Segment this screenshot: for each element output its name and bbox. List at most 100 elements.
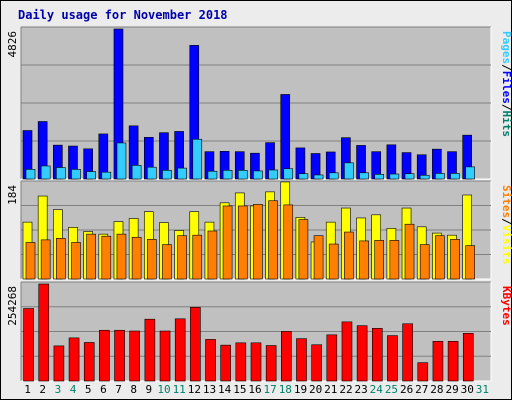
day-label-6: 6 xyxy=(100,383,107,396)
day-label-16: 16 xyxy=(248,383,261,396)
panel-legend-label: Pages/Files/Hits xyxy=(500,31,512,137)
bar-files-day-30 xyxy=(465,166,475,180)
bar-sites-day-7 xyxy=(116,233,127,280)
bar-kbytes-day-19 xyxy=(296,338,307,382)
bar-files-day-1 xyxy=(25,169,36,180)
bar-sites-day-18 xyxy=(283,204,294,280)
y-max-label: 4826 xyxy=(6,31,19,58)
bar-kbytes-day-2 xyxy=(38,283,50,382)
bar-files-day-29 xyxy=(450,173,460,180)
day-label-19: 19 xyxy=(294,383,307,396)
day-label-25: 25 xyxy=(385,383,398,396)
chart-title: Daily usage for November 2018 xyxy=(18,8,228,22)
bar-sites-day-11 xyxy=(177,235,187,280)
legend-kbytes: KBytes xyxy=(500,286,512,326)
bar-kbytes-day-3 xyxy=(53,345,65,382)
bar-files-day-17 xyxy=(268,169,278,180)
y-max-label: 254268 xyxy=(6,286,19,326)
bar-kbytes-day-14 xyxy=(220,344,231,382)
bar-sites-day-14 xyxy=(222,205,233,280)
bar-files-day-7 xyxy=(116,142,127,180)
bar-kbytes-day-5 xyxy=(83,342,95,382)
bar-kbytes-day-15 xyxy=(235,342,247,382)
bar-sites-day-30 xyxy=(465,245,475,280)
day-label-15: 15 xyxy=(233,383,246,396)
bar-kbytes-day-30 xyxy=(462,333,474,382)
bar-sites-day-26 xyxy=(404,223,415,280)
bar-kbytes-day-23 xyxy=(356,325,368,382)
panel-legend-label: KBytes xyxy=(500,286,512,326)
bar-sites-day-10 xyxy=(162,244,172,280)
day-label-7: 7 xyxy=(115,383,122,396)
bar-kbytes-day-12 xyxy=(190,307,201,382)
bar-kbytes-day-4 xyxy=(68,337,80,382)
legend-files: Files xyxy=(500,71,512,104)
day-label-31: 31 xyxy=(476,383,489,396)
bar-kbytes-day-20 xyxy=(311,344,322,382)
legend-visits: Visits xyxy=(500,225,512,265)
day-label-13: 13 xyxy=(203,383,216,396)
bar-sites-day-4 xyxy=(71,242,81,280)
bar-files-day-20 xyxy=(313,174,324,180)
day-label-22: 22 xyxy=(339,383,352,396)
panel-legend-label: Sites/Visits xyxy=(500,185,512,265)
bar-sites-day-6 xyxy=(101,235,112,280)
bar-files-day-24 xyxy=(374,174,385,180)
bar-files-day-16 xyxy=(253,170,263,180)
bar-sites-day-1 xyxy=(25,242,36,280)
bar-files-day-10 xyxy=(162,169,172,180)
bar-sites-day-5 xyxy=(86,233,96,280)
day-label-24: 24 xyxy=(370,383,384,396)
day-label-28: 28 xyxy=(430,383,443,396)
bar-files-day-25 xyxy=(389,173,400,180)
bar-sites-day-8 xyxy=(131,236,142,280)
bar-sites-day-22 xyxy=(344,231,354,280)
bar-kbytes-day-27 xyxy=(417,362,429,382)
bar-sites-day-16 xyxy=(253,204,263,280)
bar-kbytes-day-18 xyxy=(281,331,292,382)
legend-slash: / xyxy=(500,218,512,225)
bar-sites-day-21 xyxy=(328,243,339,280)
day-label-12: 12 xyxy=(188,383,201,396)
bar-kbytes-day-7 xyxy=(114,329,125,382)
bar-files-day-5 xyxy=(86,171,96,180)
bar-kbytes-day-10 xyxy=(159,330,171,382)
bar-kbytes-day-24 xyxy=(371,328,383,382)
day-label-26: 26 xyxy=(400,383,413,396)
day-label-9: 9 xyxy=(146,383,153,396)
bar-kbytes-day-8 xyxy=(129,330,141,382)
panel-kbytes: 254268 KBytes xyxy=(6,281,512,382)
bar-kbytes-day-11 xyxy=(174,318,186,382)
bar-sites-day-3 xyxy=(56,238,66,280)
bar-files-day-23 xyxy=(359,172,369,180)
day-label-23: 23 xyxy=(355,383,368,396)
day-label-1: 1 xyxy=(24,383,31,396)
day-label-17: 17 xyxy=(264,383,277,396)
legend-slash: / xyxy=(500,64,512,71)
bar-sites-day-19 xyxy=(298,219,309,280)
bar-kbytes-day-16 xyxy=(250,342,262,382)
day-label-27: 27 xyxy=(415,383,428,396)
bar-kbytes-day-6 xyxy=(99,329,110,382)
bar-hits-day-18 xyxy=(280,94,291,180)
bar-kbytes-day-29 xyxy=(447,341,459,382)
bar-kbytes-day-17 xyxy=(265,345,277,382)
bar-sites-day-9 xyxy=(146,239,157,280)
bar-sites-day-27 xyxy=(419,244,430,280)
bar-kbytes-day-26 xyxy=(402,323,413,382)
bar-files-day-6 xyxy=(101,171,112,180)
day-label-29: 29 xyxy=(445,383,458,396)
bar-files-day-18 xyxy=(283,168,294,180)
bar-kbytes-day-1 xyxy=(23,308,34,382)
bar-files-day-26 xyxy=(404,173,415,180)
day-label-3: 3 xyxy=(55,383,62,396)
bar-sites-day-12 xyxy=(192,234,203,280)
bar-sites-day-20 xyxy=(313,235,324,280)
bar-sites-day-24 xyxy=(374,240,385,280)
bar-files-day-14 xyxy=(222,169,233,180)
bar-files-day-15 xyxy=(237,169,248,180)
bar-files-day-21 xyxy=(328,172,339,180)
bar-sites-day-23 xyxy=(359,240,369,280)
bar-kbytes-day-25 xyxy=(387,335,398,382)
